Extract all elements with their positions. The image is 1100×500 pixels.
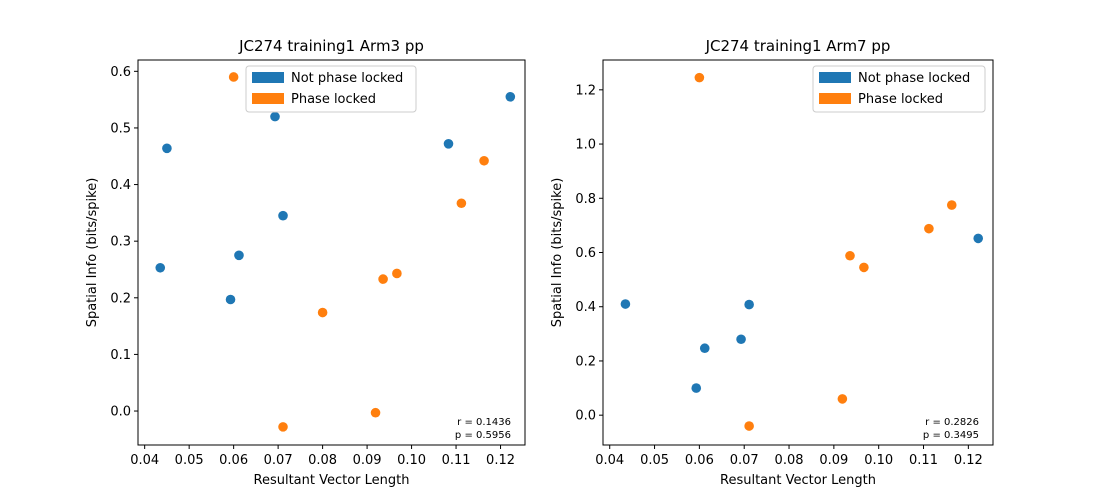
axes-frame: [602, 59, 994, 446]
left-scatter-chart: JC274 training1 Arm3 pp 0.04 0.05 0.06 0.07 0…: [85, 37, 526, 488]
y-tick-label: 0.4: [575, 300, 596, 315]
y-tick-label: 0.0: [110, 405, 131, 420]
data-point-phase-locked: [924, 223, 934, 234]
data-point-phase-locked: [456, 198, 467, 209]
x-tick-label: 0.06: [685, 453, 714, 468]
data-point-phase-locked: [479, 155, 489, 166]
data-point-not-phase-locked: [505, 92, 516, 102]
data-point-not-phase-locked: [234, 250, 244, 261]
data-point-phase-locked: [228, 72, 239, 82]
data-point-phase-locked: [837, 394, 848, 404]
legend-label: Phase locked: [858, 92, 943, 107]
plot-area: [138, 60, 525, 445]
data-point-not-phase-locked: [744, 299, 754, 310]
correlation-r-label: r = 0.2826: [925, 417, 979, 428]
legend-swatch: [819, 93, 851, 104]
data-point-phase-locked: [744, 421, 754, 431]
y-axis-label: Spatial Info (bits/spike): [550, 178, 565, 328]
data-point-phase-locked: [278, 422, 288, 432]
chart-title: JC274 training1 Arm3 pp: [238, 37, 424, 55]
chart-title: JC274 training1 Arm7 pp: [705, 37, 891, 55]
x-tick-label: 0.07: [730, 453, 759, 468]
x-tick-label: 0.06: [219, 453, 248, 468]
y-tick-label: 0.4: [110, 178, 131, 193]
x-tick-label: 0.11: [909, 453, 938, 468]
axes-frame: [137, 59, 526, 446]
data-point-phase-locked: [859, 262, 869, 273]
x-tick-label: 0.05: [175, 453, 204, 468]
data-point-phase-locked: [392, 268, 402, 279]
x-tick-label: 0.04: [595, 453, 624, 468]
y-tick-label: 0.5: [110, 121, 131, 136]
data-point-phase-locked: [317, 307, 328, 318]
data-point-not-phase-locked: [443, 138, 454, 149]
y-tick-label: 0.8: [575, 192, 596, 207]
y-tick-label: 1.0: [575, 138, 596, 153]
x-tick-label: 0.11: [442, 453, 471, 468]
data-point-not-phase-locked: [225, 294, 236, 305]
x-tick-label: 0.12: [954, 453, 983, 468]
y-tick-label: 0.2: [575, 354, 596, 369]
correlation-p-label: p = 0.5956: [455, 430, 511, 441]
data-point-phase-locked: [378, 274, 388, 284]
legend-swatch: [819, 72, 851, 83]
legend-label: Not phase locked: [291, 71, 403, 86]
y-tick-label: 0.1: [110, 348, 131, 363]
y-tick-label: 0.2: [110, 291, 131, 306]
x-tick-label: 0.07: [264, 453, 293, 468]
correlation-r-label: r = 0.1436: [457, 417, 511, 428]
plot-area: [603, 60, 993, 445]
y-tick-label: 0.0: [575, 409, 596, 424]
data-point-not-phase-locked: [736, 334, 746, 345]
correlation-p-label: p = 0.3495: [923, 430, 979, 441]
data-point-not-phase-locked: [620, 299, 631, 309]
x-tick-label: 0.09: [819, 453, 848, 468]
data-point-not-phase-locked: [973, 233, 984, 244]
legend-swatch: [252, 93, 284, 104]
x-tick-label: 0.12: [486, 453, 515, 468]
legend-label: Not phase locked: [858, 71, 970, 86]
y-tick-label: 1.2: [575, 83, 596, 98]
y-axis-label: Spatial Info (bits/spike): [85, 178, 100, 328]
x-tick-label: 0.10: [397, 453, 426, 468]
x-tick-label: 0.04: [130, 453, 159, 468]
legend-box: [812, 65, 986, 113]
legend-label: Phase locked: [291, 92, 376, 107]
data-point-phase-locked: [845, 250, 855, 261]
x-axis-label: Resultant Vector Length: [720, 473, 876, 488]
x-axis-label: Resultant Vector Length: [254, 473, 410, 488]
x-tick-label: 0.09: [353, 453, 382, 468]
data-point-not-phase-locked: [162, 143, 172, 154]
data-point-phase-locked: [370, 407, 381, 418]
data-point-not-phase-locked: [691, 383, 702, 393]
right-scatter-chart: JC274 training1 Arm7 pp 0.04 0.05 0.06 0.07 0…: [550, 37, 994, 488]
y-tick-label: 0.6: [575, 246, 596, 261]
x-tick-label: 0.08: [775, 453, 804, 468]
y-tick-label: 0.3: [110, 235, 131, 250]
data-point-not-phase-locked: [699, 343, 710, 354]
data-point-phase-locked: [694, 72, 705, 83]
data-point-not-phase-locked: [270, 111, 280, 122]
legend-box: [245, 65, 417, 113]
x-tick-label: 0.08: [308, 453, 337, 468]
data-point-not-phase-locked: [155, 262, 166, 273]
legend-swatch: [252, 72, 284, 83]
x-tick-label: 0.10: [864, 453, 893, 468]
data-point-phase-locked: [946, 200, 957, 210]
data-point-not-phase-locked: [278, 210, 288, 221]
y-tick-label: 0.6: [110, 65, 131, 80]
x-tick-label: 0.05: [640, 453, 669, 468]
